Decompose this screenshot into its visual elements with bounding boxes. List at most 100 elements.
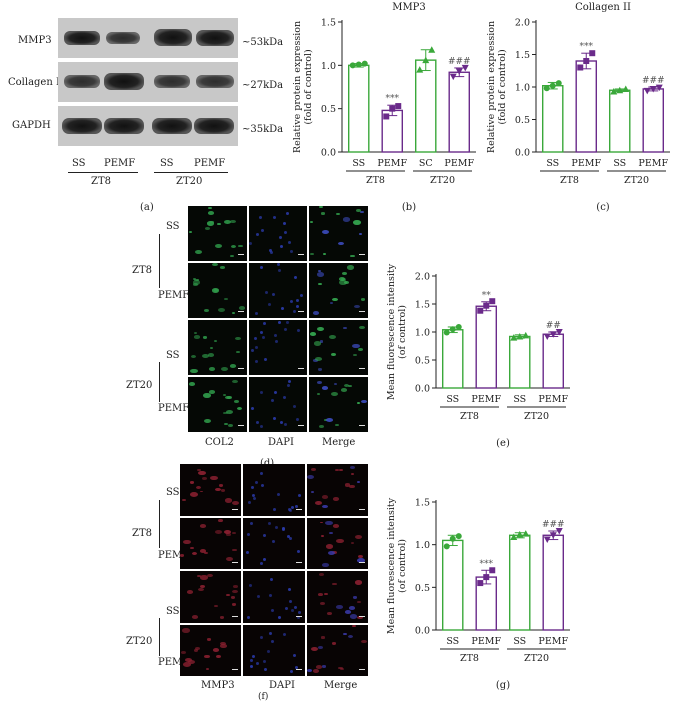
cell-spot	[340, 277, 346, 281]
cell-spot	[207, 211, 214, 215]
cell-spot	[296, 329, 300, 333]
cell-spot	[209, 390, 216, 394]
micrograph-tile	[306, 464, 368, 516]
cell-spot	[218, 519, 224, 522]
x-tick-label: PEMF	[571, 158, 601, 169]
column-label: DAPI	[268, 437, 294, 448]
micrograph-tile	[309, 377, 368, 432]
cell-spot	[200, 524, 207, 529]
cell-spot	[306, 669, 312, 673]
data-point	[643, 87, 651, 95]
cell-spot	[187, 660, 196, 665]
cell-spot	[332, 524, 339, 528]
cell-spot	[260, 331, 264, 335]
bar	[508, 534, 531, 631]
micrograph-tile	[248, 377, 308, 432]
cell-spot	[332, 582, 337, 586]
y-tick-label: 1.5	[415, 498, 430, 509]
scale-bar	[237, 368, 244, 369]
cell-spot	[212, 288, 220, 293]
column-label: COL2	[205, 437, 234, 448]
data-point	[349, 62, 356, 69]
cell-spot	[230, 244, 237, 249]
cell-spot	[338, 241, 345, 246]
y-tick-label: 1.0	[515, 83, 530, 94]
x-tick-label: SS	[513, 394, 526, 405]
cell-spot	[343, 281, 349, 285]
panel-letter: (g)	[496, 680, 510, 691]
data-point	[549, 532, 557, 539]
cell-spot	[273, 390, 277, 394]
cell-spot	[329, 301, 334, 304]
cell-spot	[326, 418, 333, 423]
row-label: SS	[166, 350, 180, 361]
chart-g: Mean fluorescence intensity(of control) 0…	[386, 497, 570, 691]
cell-spot	[352, 596, 357, 599]
y-tick-label: 1.5	[321, 18, 336, 29]
lane-label: SS	[160, 158, 174, 169]
scale-bar	[295, 508, 302, 510]
cell-spot	[281, 306, 285, 310]
y-axis-label: Relative protein expression(fold of cont…	[292, 21, 314, 153]
micrograph-tile	[306, 517, 368, 569]
bar	[642, 88, 664, 153]
cell-spot	[319, 601, 326, 605]
cell-spot	[317, 269, 322, 272]
group-label-zt20: ZT20	[126, 380, 153, 391]
cell-spot	[247, 501, 251, 504]
micrograph-tile	[180, 517, 242, 569]
cell-spot	[191, 552, 197, 556]
cell-spot	[193, 649, 199, 652]
cell-spot	[215, 244, 223, 249]
bar	[608, 89, 631, 153]
panel-letter: (b)	[402, 202, 416, 213]
y-tick-label: 0.0	[515, 148, 530, 159]
bar	[541, 84, 564, 153]
cell-spot	[215, 655, 221, 658]
chart-title: MMP3	[392, 2, 426, 13]
significance-label: ***	[580, 42, 594, 52]
cell-spot	[253, 336, 257, 340]
group-label: ZT8	[460, 653, 479, 664]
cell-spot	[260, 424, 264, 428]
bar	[508, 335, 531, 389]
cell-spot	[259, 561, 263, 565]
cell-spot	[224, 220, 232, 225]
scale-bar	[358, 425, 365, 426]
cell-spot	[321, 495, 329, 500]
band-label-mmp3: MMP3	[18, 35, 52, 46]
significance-label: **	[482, 291, 492, 301]
scale-bar	[232, 669, 239, 670]
data-point	[477, 580, 484, 587]
scale-bar	[298, 368, 305, 369]
data-point	[616, 86, 624, 94]
cell-spot	[234, 336, 242, 341]
cell-spot	[258, 215, 262, 219]
data-point	[455, 68, 463, 75]
y-tick-label: 2.0	[515, 18, 530, 29]
cell-spot	[230, 596, 236, 599]
cell-spot	[328, 335, 336, 340]
cell-spot	[269, 594, 273, 598]
significance-label: ##	[546, 321, 561, 331]
cell-spot	[289, 300, 293, 304]
cell-spot	[334, 382, 338, 385]
x-tick-label: SS	[446, 394, 459, 405]
micrograph-tile	[309, 206, 368, 261]
data-point	[461, 64, 469, 72]
cell-spot	[319, 340, 324, 343]
cell-spot	[190, 354, 196, 358]
cell-spot	[283, 633, 287, 637]
cell-spot	[195, 646, 201, 650]
scale-bar	[358, 615, 365, 617]
data-point	[383, 113, 390, 120]
data-point	[422, 56, 430, 64]
cell-spot	[317, 326, 325, 331]
lane-label: PEMF	[194, 158, 226, 169]
cell-spot	[181, 498, 187, 502]
cell-spot	[310, 468, 316, 472]
column-label: Merge	[322, 437, 356, 448]
cell-spot	[283, 222, 287, 226]
y-tick-label: 0.5	[321, 104, 336, 115]
scale-bar	[295, 562, 302, 563]
